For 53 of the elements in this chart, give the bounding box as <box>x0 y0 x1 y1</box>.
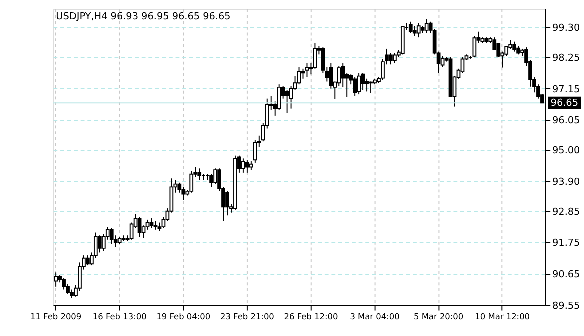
candlestick <box>253 140 258 164</box>
candlestick <box>408 21 413 34</box>
y-tick-label: 97.15 <box>552 84 580 96</box>
y-tick-label: 89.55 <box>552 300 580 312</box>
x-tick-label: 11 Feb 2009 <box>30 311 82 322</box>
x-tick-label: 3 Mar 04:00 <box>350 311 400 322</box>
candlestick <box>62 278 66 290</box>
candlestick <box>412 26 417 37</box>
y-tick-label: 92.85 <box>552 206 580 218</box>
candlestick <box>313 42 318 70</box>
y-tick-label: 93.90 <box>552 176 580 188</box>
candlestick <box>305 62 310 78</box>
candlestick <box>365 78 369 92</box>
candlestick <box>242 158 246 174</box>
candlestick <box>512 41 516 52</box>
candlestick <box>86 255 90 266</box>
candlestick <box>389 52 393 66</box>
y-tick-label: 91.75 <box>552 238 580 250</box>
candlestick <box>472 36 477 58</box>
x-tick-label: 19 Feb 04:00 <box>156 311 211 322</box>
y-tick-label: 95.00 <box>552 146 580 157</box>
candlestick <box>138 216 142 238</box>
candlestick <box>226 190 230 216</box>
y-tick-label: 98.25 <box>552 52 580 64</box>
candlestick <box>353 76 358 96</box>
candlestick <box>214 168 218 185</box>
x-tick-label: 23 Feb 21:00 <box>220 311 274 322</box>
y-tick-label: 96.05 <box>552 116 580 127</box>
candlestick <box>393 52 397 64</box>
candlestick <box>369 81 373 94</box>
candlestick <box>361 72 365 91</box>
candlestick <box>130 222 134 240</box>
candlestick <box>289 86 294 110</box>
candlestick <box>245 160 250 174</box>
x-tick-label: 5 Mar 20:00 <box>414 311 464 322</box>
candlestick <box>198 168 202 181</box>
ref-line-label: 96.65 <box>550 98 578 110</box>
candlestick <box>110 228 114 245</box>
candlestick <box>285 90 290 114</box>
candlestick <box>98 235 102 254</box>
x-tick-label: 16 Feb 13:00 <box>92 311 147 322</box>
x-tick-label: 26 Feb 12:00 <box>284 311 338 322</box>
candlestick <box>54 272 58 288</box>
candlestick <box>416 22 421 38</box>
chart-title: USDJPY,H4 96.93 96.95 96.65 96.65 <box>56 12 231 23</box>
candlestick <box>357 72 362 96</box>
y-tick-label: 90.65 <box>552 269 580 280</box>
x-tick-label: 10 Mar 12:00 <box>475 311 530 322</box>
candlestick <box>190 171 194 194</box>
candlestick <box>210 174 214 188</box>
candlestick <box>182 186 186 200</box>
y-tick-label: 99.30 <box>552 22 580 34</box>
candlestick <box>424 18 429 34</box>
